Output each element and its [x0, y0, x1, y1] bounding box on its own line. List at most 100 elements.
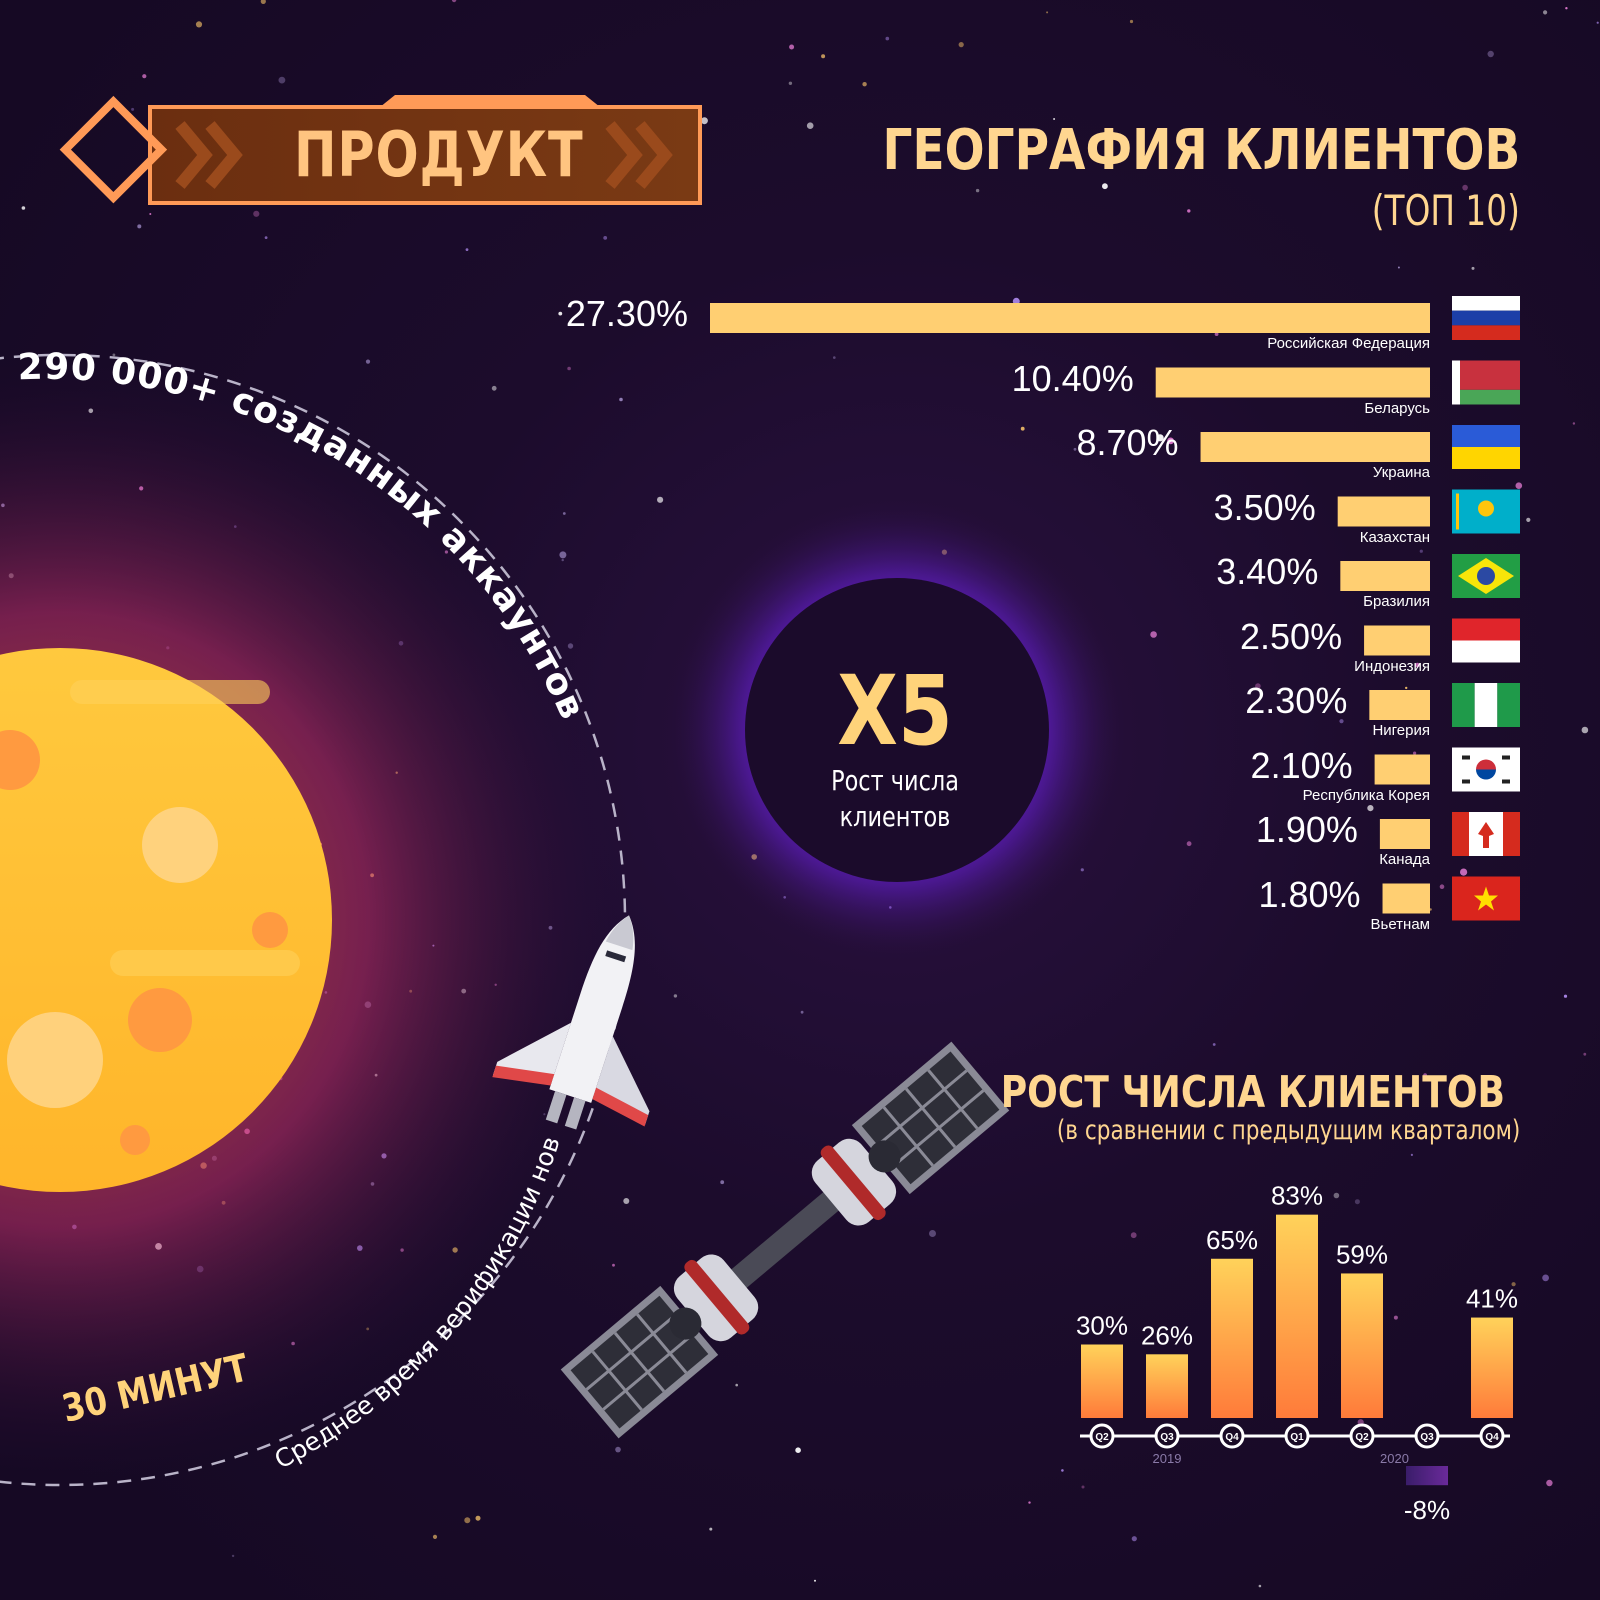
star	[137, 224, 142, 229]
star	[231, 1554, 235, 1558]
growth-bar	[1406, 1466, 1448, 1486]
geo-country-label: Нигерия	[1372, 722, 1430, 739]
geo-bar-value: 8.70%	[1076, 422, 1179, 463]
star	[1167, 437, 1174, 445]
star	[657, 496, 664, 503]
star	[1565, 7, 1568, 10]
growth-bar-value: 26%	[1141, 1320, 1193, 1350]
star	[1073, 447, 1077, 451]
star	[559, 551, 567, 559]
stat-circle	[745, 578, 1049, 882]
geo-country-label: Украина	[1372, 464, 1430, 481]
year-label: 2020	[1380, 1451, 1409, 1466]
growth-bar-value: 83%	[1271, 1181, 1323, 1211]
geo-country-label: Канада	[1379, 851, 1430, 868]
star	[1471, 266, 1475, 270]
geo-bar-value: 3.40%	[1216, 551, 1319, 592]
star	[1156, 434, 1164, 442]
star	[451, 0, 457, 3]
star	[619, 397, 623, 402]
star	[673, 994, 678, 998]
star	[112, 353, 116, 357]
star	[1572, 422, 1576, 425]
star	[1187, 209, 1191, 213]
star	[795, 1447, 801, 1453]
star	[1028, 1501, 1031, 1504]
growth-chart: 30% Q2 26% Q3 65% Q4 83% Q1 59% Q2 -8% Q3 41% Q4 2019 2…	[1076, 1181, 1518, 1526]
star	[1487, 50, 1494, 58]
section-title: ПРОДУКТ	[294, 118, 584, 191]
ua-flag-icon	[1452, 425, 1520, 469]
star	[1302, 896, 1306, 901]
geo-bar	[1364, 625, 1430, 656]
star	[465, 248, 469, 252]
geo-bar-value: 1.80%	[1258, 873, 1361, 915]
geo-country-label: Индонезия	[1354, 657, 1430, 675]
growth-bar-value: -8%	[1404, 1495, 1450, 1525]
star	[491, 385, 497, 391]
star	[1423, 1073, 1427, 1078]
geography-chart	[710, 296, 1520, 921]
star	[1542, 1274, 1549, 1282]
star	[1367, 805, 1374, 812]
stat-value: X5	[837, 655, 953, 767]
star	[1129, 19, 1134, 24]
star	[1581, 726, 1589, 734]
geo-bar	[1382, 883, 1430, 914]
quarter-label: Q2	[1095, 1432, 1109, 1443]
quarter-label: Q3	[1420, 1432, 1434, 1443]
quarter-marker	[1414, 1423, 1440, 1449]
growth-bar	[1081, 1344, 1123, 1418]
quarter-marker	[1349, 1423, 1375, 1449]
geo-bar	[1155, 367, 1430, 398]
satellite-icon	[560, 1041, 1010, 1439]
star	[806, 122, 814, 129]
ng-flag-icon	[1452, 683, 1520, 727]
star	[1439, 884, 1445, 889]
geo-bar	[1337, 496, 1430, 527]
quarter-marker	[1284, 1423, 1310, 1449]
star	[1046, 11, 1049, 14]
quarter-marker	[1154, 1423, 1180, 1449]
kr-flag-icon	[1452, 747, 1520, 792]
shuttle-icon	[492, 915, 650, 1130]
vn-flag-icon	[1452, 876, 1520, 921]
star	[21, 206, 26, 210]
geo-country-label: Российская Федерация	[1267, 335, 1430, 352]
growth-bar-value: 41%	[1466, 1284, 1518, 1314]
star	[735, 1383, 738, 1387]
star	[567, 643, 574, 649]
star	[1419, 549, 1423, 553]
geo-bar-value: 1.90%	[1255, 809, 1358, 850]
star	[958, 42, 964, 48]
quarter-label: Q4	[1485, 1432, 1499, 1443]
growth-bar-value: 30%	[1076, 1311, 1128, 1341]
geo-bar	[1369, 690, 1430, 720]
growth-bar-value: 59%	[1336, 1239, 1388, 1269]
star	[821, 54, 826, 59]
star	[929, 1230, 936, 1237]
geo-bar	[1200, 432, 1430, 462]
star	[1413, 751, 1417, 755]
star	[1258, 1584, 1262, 1588]
year-label: 2019	[1153, 1451, 1182, 1466]
growth-bar-value: 65%	[1206, 1225, 1258, 1255]
star	[1462, 184, 1468, 191]
star	[1507, 141, 1511, 145]
star	[1583, 1052, 1587, 1056]
star	[264, 236, 268, 240]
star	[464, 1517, 471, 1524]
quarter-label: Q3	[1160, 1432, 1174, 1443]
star	[833, 356, 836, 359]
star	[1212, 1043, 1216, 1046]
star	[149, 213, 152, 215]
star	[1410, 1153, 1413, 1156]
star	[1255, 683, 1261, 689]
star	[1596, 21, 1599, 24]
star	[603, 236, 608, 240]
star	[195, 21, 203, 28]
geo-country-label: Вьетнам	[1370, 915, 1430, 933]
star	[1061, 1469, 1064, 1472]
geo-bar	[1374, 754, 1430, 785]
